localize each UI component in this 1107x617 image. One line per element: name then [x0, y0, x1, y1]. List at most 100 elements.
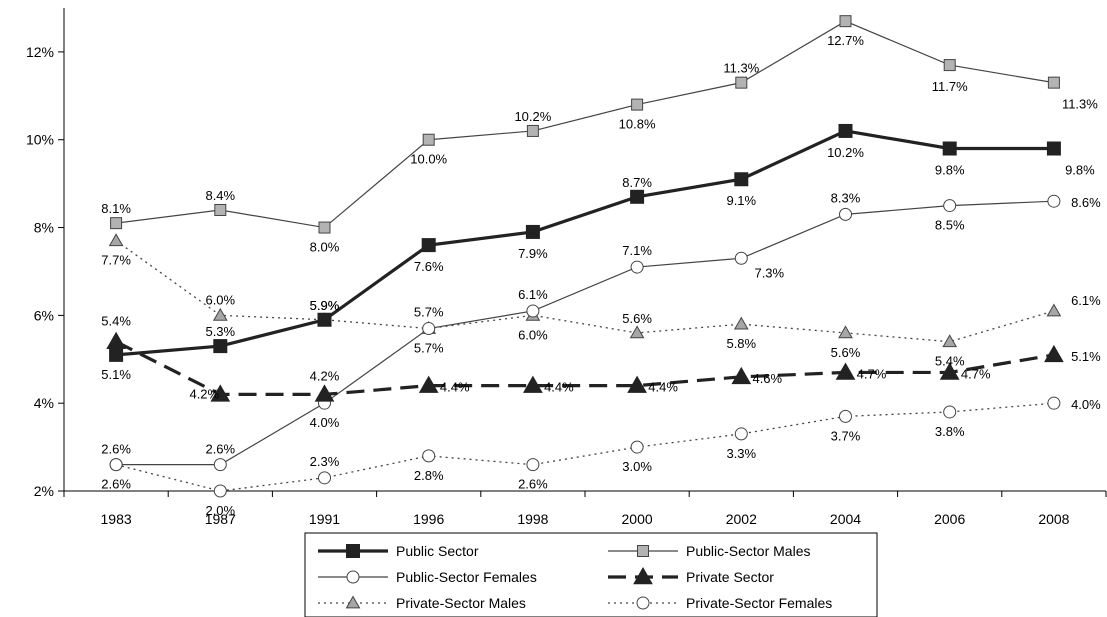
series-0-point — [1046, 141, 1061, 156]
data-label: 3.7% — [831, 428, 861, 443]
series-5-point — [318, 471, 331, 485]
series-markers — [106, 15, 1064, 498]
series-4-point — [108, 233, 124, 247]
legend-label: Public-Sector Males — [686, 543, 811, 559]
data-label: 2.6% — [205, 442, 235, 457]
data-label: 7.3% — [754, 265, 784, 280]
series-5-point — [839, 409, 852, 423]
series-4-point — [733, 316, 749, 330]
data-label: 4.2% — [189, 386, 219, 401]
x-tick-label: 1987 — [205, 511, 236, 527]
x-tick-label: 1996 — [413, 511, 444, 527]
series-5-point — [1047, 396, 1061, 410]
series-0-point — [942, 141, 957, 156]
series-2-point — [526, 304, 540, 318]
data-label: 2.0% — [205, 503, 235, 518]
series-0-point — [630, 189, 645, 204]
data-label: 11.3% — [1062, 97, 1098, 112]
series-2-point — [630, 260, 644, 274]
y-tick-label: 10% — [26, 132, 54, 148]
series-3-point — [418, 375, 439, 393]
x-tick-label: 2006 — [934, 511, 965, 527]
legend-marker — [345, 595, 361, 609]
x-tick-label: 2008 — [1038, 511, 1069, 527]
y-tick-label: 8% — [34, 220, 54, 236]
x-tick-label: 1991 — [309, 511, 340, 527]
series-1-point — [526, 124, 539, 137]
series-5-point — [943, 405, 957, 419]
data-label: 3.3% — [726, 446, 756, 461]
series-0-point — [421, 238, 436, 253]
data-label: 5.1% — [1071, 349, 1101, 364]
series-2-point — [839, 207, 852, 221]
data-label: 8.1% — [101, 201, 131, 216]
data-label: 4.4% — [544, 380, 574, 395]
series-0-point — [109, 347, 124, 362]
data-label: 2.6% — [101, 477, 131, 492]
x-tick-label: 2000 — [622, 511, 653, 527]
series-2-point — [213, 458, 227, 472]
series-5-point — [213, 484, 227, 498]
series-3-point — [939, 362, 960, 380]
series-3-point — [106, 331, 126, 349]
series-4-point — [838, 325, 853, 339]
data-label: 8.0% — [310, 240, 340, 255]
series-line-1 — [116, 20, 1054, 229]
series-0-point — [213, 339, 228, 354]
legend-label: Private-Sector Males — [396, 595, 526, 611]
data-label: 6.1% — [518, 287, 548, 302]
legend-marker — [633, 566, 653, 585]
x-tick-label: 2004 — [830, 511, 861, 527]
legend: Public Sector Public-Sector Males Public-S… — [304, 532, 878, 617]
series-4-point — [1046, 303, 1062, 317]
series-1-point — [318, 221, 331, 234]
data-label: 10.2% — [514, 109, 551, 124]
data-label: 7.6% — [414, 259, 444, 274]
x-tick-label: 1998 — [517, 511, 548, 527]
data-label: 5.9% — [310, 298, 340, 313]
data-label: 5.6% — [831, 345, 861, 360]
series-3-point — [1044, 344, 1064, 363]
series-3-point — [731, 366, 752, 385]
series-3-point — [627, 375, 647, 393]
series-5-point — [422, 449, 436, 463]
data-label: 5.7% — [414, 305, 444, 320]
data-label: 4.0% — [1071, 397, 1101, 412]
series-1-point — [735, 76, 748, 89]
series-4-point — [942, 334, 958, 348]
series-2-point — [1047, 194, 1061, 208]
legend-marker — [636, 596, 650, 610]
series-3-point — [523, 375, 543, 393]
y-tick-label: 4% — [34, 395, 54, 411]
series-1-point — [631, 98, 644, 111]
series-4-point — [212, 307, 228, 321]
series-3-point — [314, 384, 335, 402]
data-label: 5.6% — [622, 311, 652, 326]
series-2-point — [422, 322, 436, 336]
legend-marker — [346, 544, 360, 558]
data-label: 7.1% — [622, 243, 652, 258]
data-label: 11.3% — [723, 61, 759, 76]
data-label: 12.7% — [827, 33, 864, 48]
series-line-4 — [115, 240, 1055, 343]
data-labels: 5.1% 5.3% 5.9% 7.6% 7.9% 8.7% 9.1% 10.2% 9.8% 9.8… — [101, 33, 1101, 518]
legend-label: Public Sector — [396, 543, 479, 559]
y-tick-label: 6% — [34, 307, 54, 323]
data-label: 4.0% — [310, 415, 340, 430]
series-line-3 — [115, 340, 1055, 396]
data-label: 8.7% — [622, 175, 652, 190]
y-tick-label: 2% — [34, 483, 54, 499]
data-label: 11.7% — [932, 79, 968, 94]
data-label: 2.6% — [101, 442, 131, 457]
data-label: 9.1% — [726, 193, 756, 208]
series-0-point — [525, 224, 540, 239]
data-label: 8.4% — [205, 188, 235, 203]
legend-label: Public-Sector Females — [396, 569, 537, 585]
series-1-point — [943, 59, 956, 72]
data-label: 9.8% — [935, 163, 965, 178]
data-label: 4.7% — [857, 366, 887, 381]
x-tick-label: 2002 — [726, 511, 757, 527]
data-label: 7.9% — [518, 246, 548, 261]
data-label: 5.1% — [101, 367, 131, 382]
